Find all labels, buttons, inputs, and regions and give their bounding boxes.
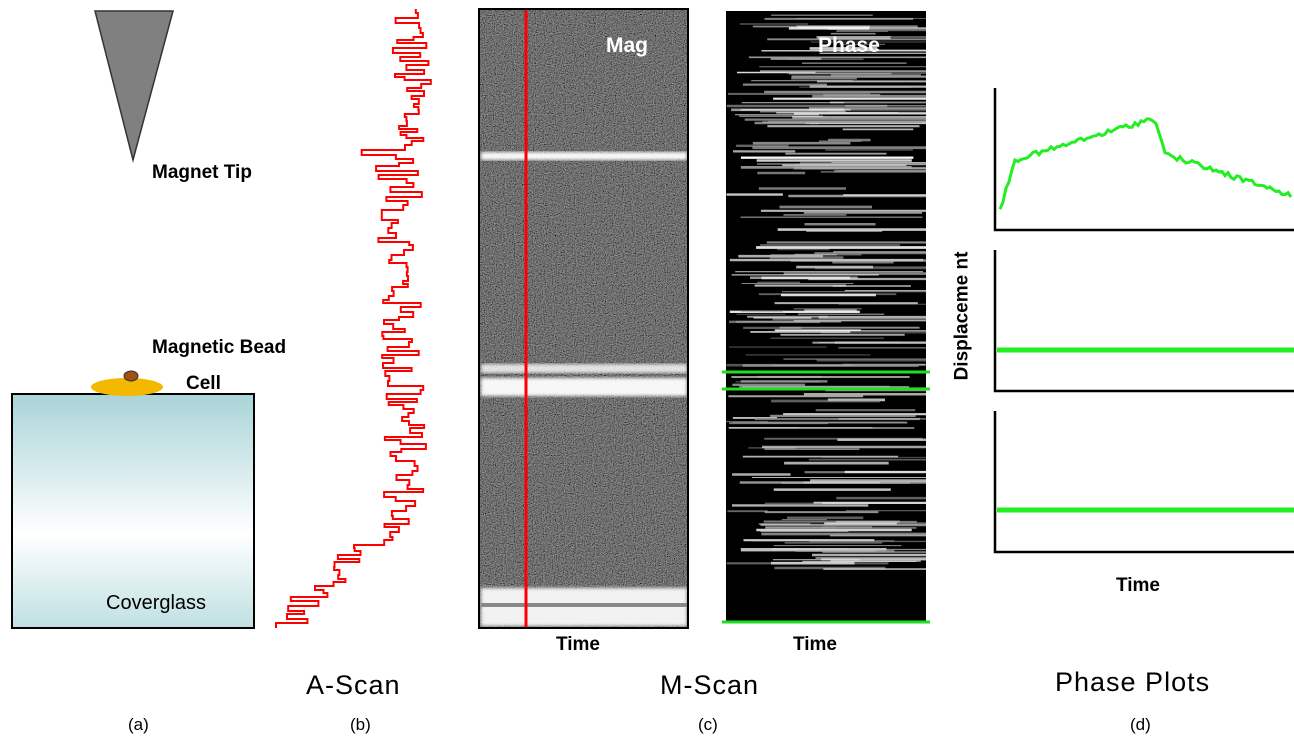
plot-1-curve [1000, 119, 1291, 209]
time-label-phase: Time [793, 634, 837, 656]
phase-plots-title: Phase Plots [1055, 667, 1210, 698]
panel-b [276, 10, 431, 628]
phase-label: Phase [818, 34, 880, 58]
displacement-axis-label: Displaceme nt [951, 252, 973, 381]
panel-d [995, 88, 1294, 552]
magnet-tip-label: Magnet Tip [152, 162, 252, 184]
caption-a: (a) [128, 715, 149, 735]
mag-image [479, 9, 688, 628]
panel-a [12, 11, 254, 628]
magnetic-bead-label: Magnetic Bead [152, 337, 286, 359]
a-scan-trace [276, 10, 431, 628]
cell-label: Cell [186, 373, 221, 395]
m-scan-title: M-Scan [660, 670, 759, 701]
coverglass-label: Coverglass [106, 592, 206, 615]
magnetic-bead-shape [124, 371, 138, 381]
caption-d: (d) [1130, 715, 1151, 735]
caption-b: (b) [350, 715, 371, 735]
plot-1 [995, 88, 1294, 230]
mag-label: Mag [606, 34, 648, 58]
plot-3 [995, 411, 1294, 552]
plot-time-label: Time [1116, 575, 1160, 597]
panel-c [479, 9, 930, 628]
mag-bright-band-3 [481, 378, 687, 396]
mag-bright-band-2 [481, 364, 687, 373]
displacement-axis-label-wrap: Displaceme nt [942, 246, 982, 386]
cell-shape [91, 378, 163, 396]
phase-image [722, 11, 930, 622]
plot-2 [995, 250, 1294, 391]
mag-bright-band-1 [481, 152, 687, 160]
caption-c: (c) [698, 715, 718, 735]
magnet-tip-shape [95, 11, 173, 160]
a-scan-title: A-Scan [306, 670, 401, 701]
time-label-mag: Time [556, 634, 600, 656]
